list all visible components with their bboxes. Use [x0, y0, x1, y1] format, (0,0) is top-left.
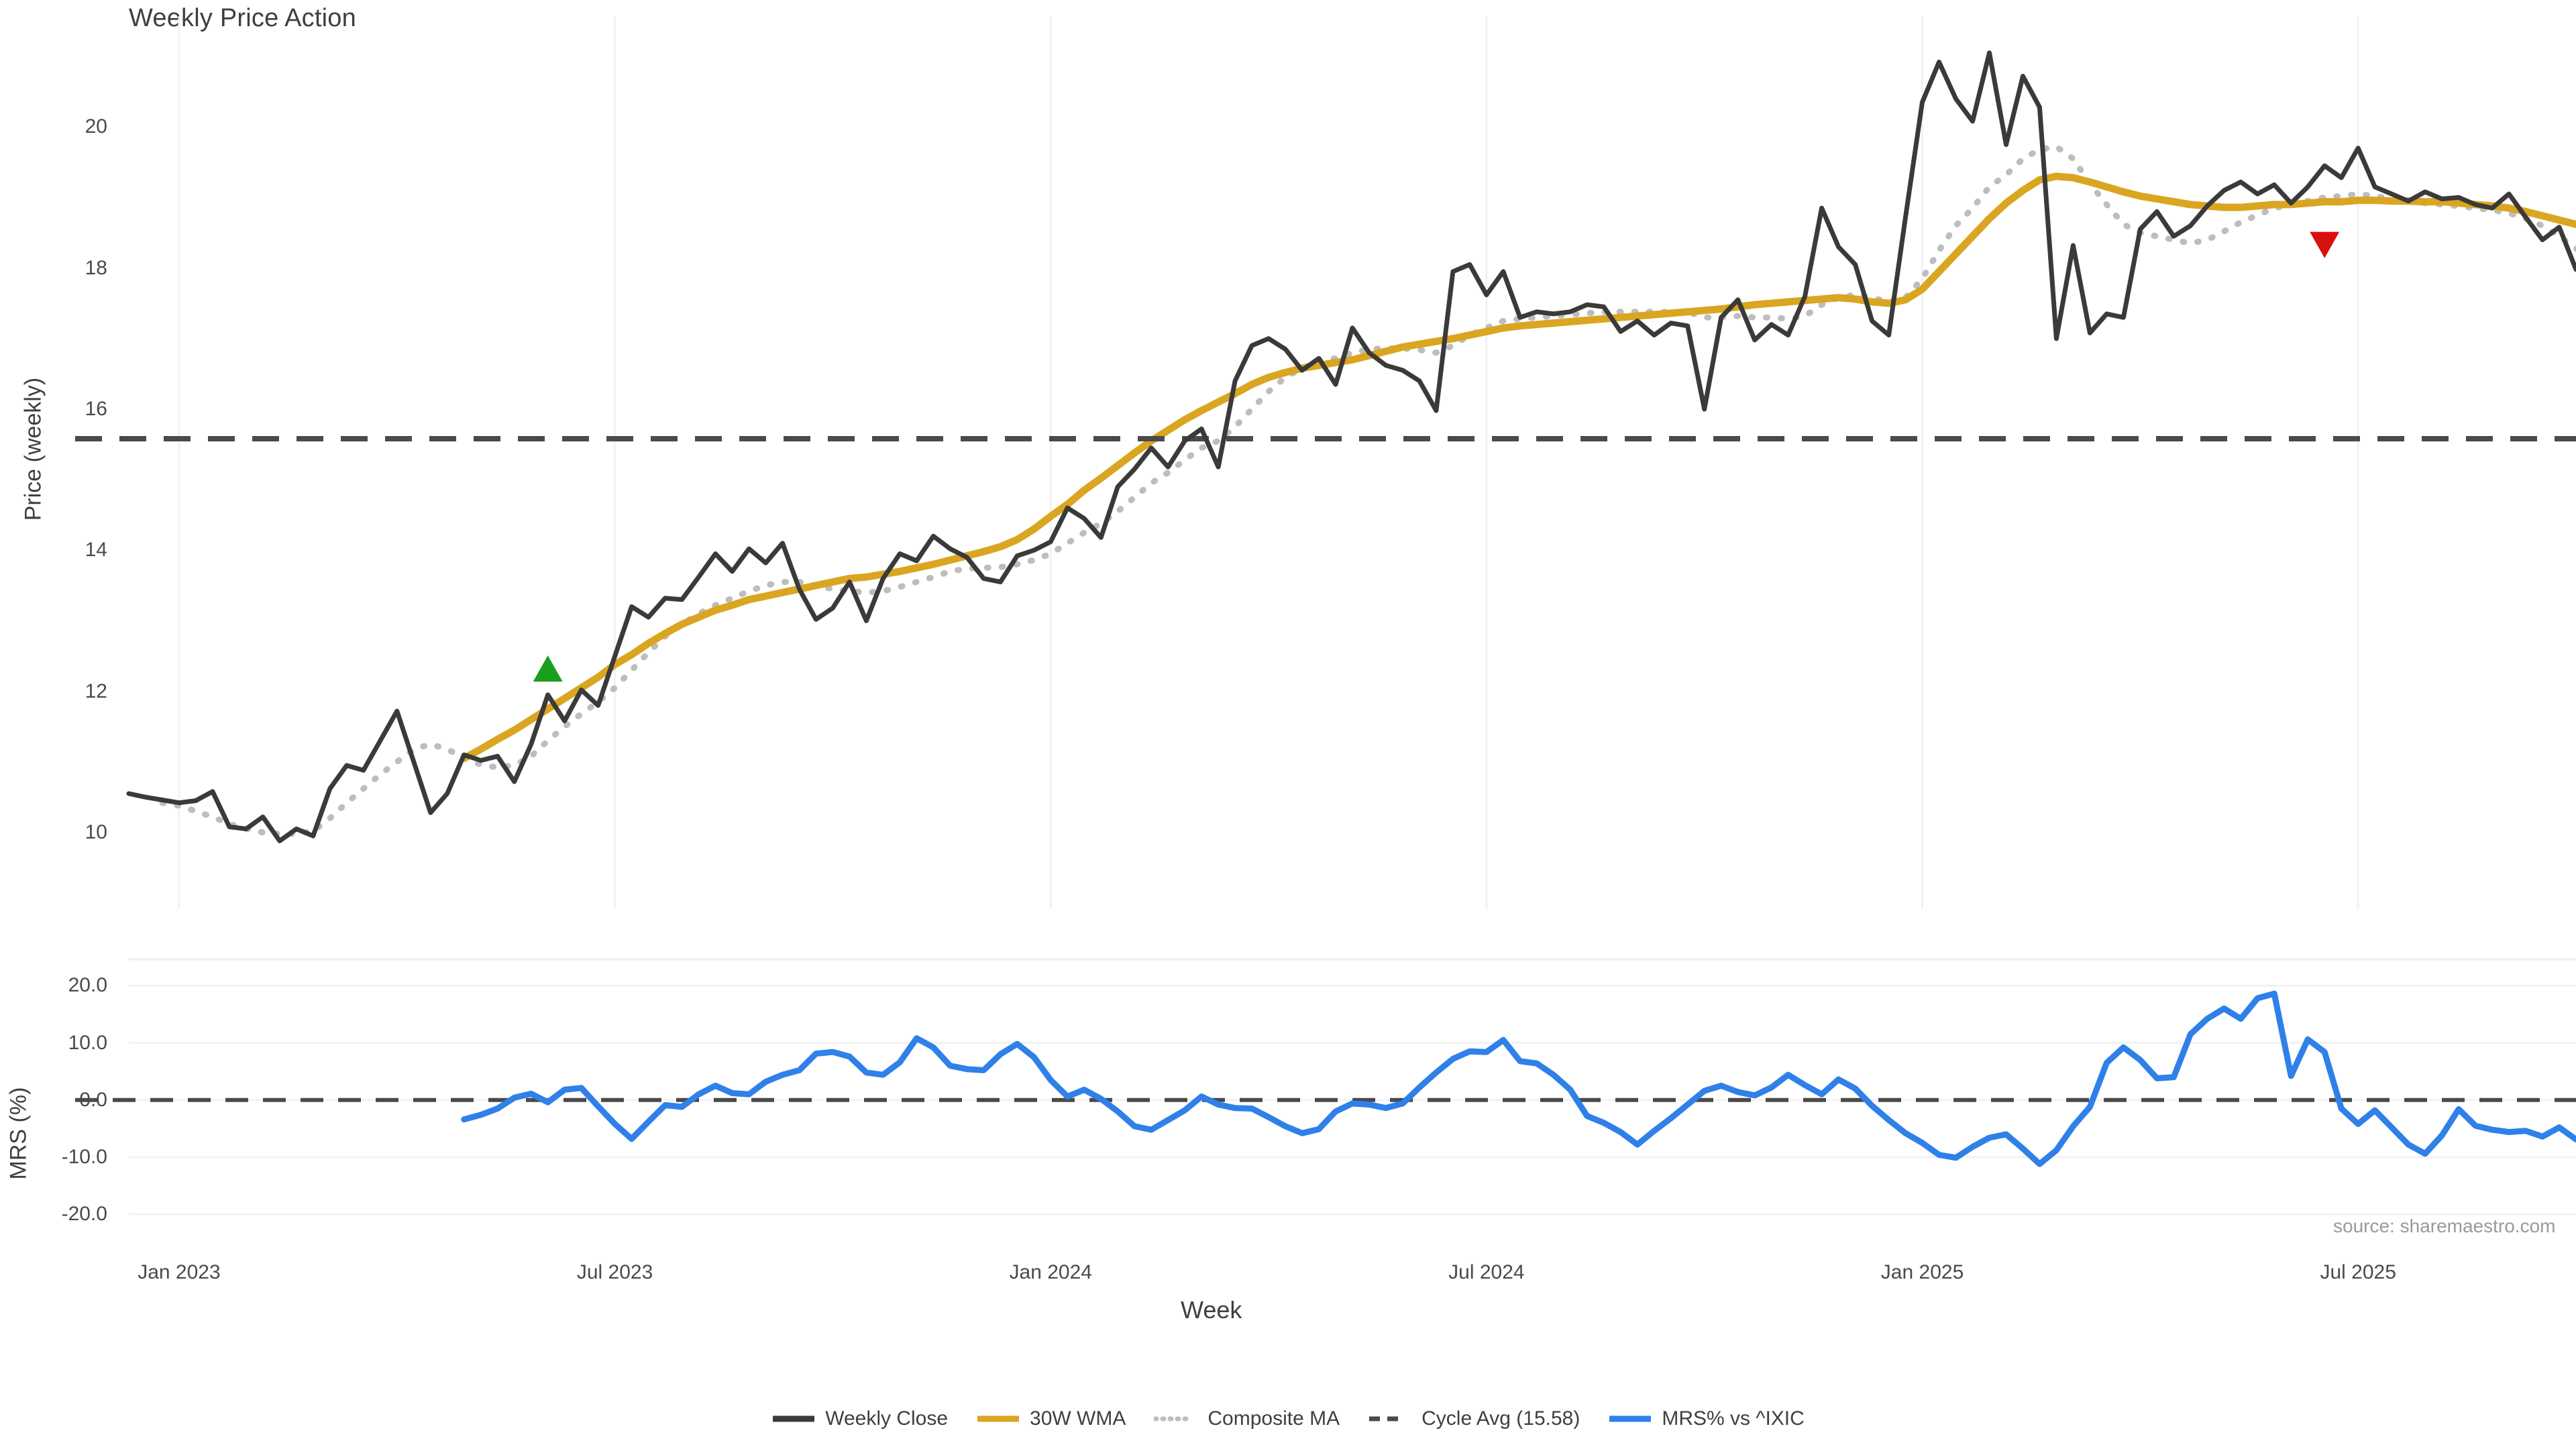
price-y-tick: 18	[85, 256, 107, 279]
legend-label: Weekly Close	[825, 1407, 949, 1430]
legend-label: 30W WMA	[1030, 1407, 1126, 1430]
price-y-tick: 14	[85, 539, 107, 561]
x-tick: Jan 2025	[1880, 1261, 1964, 1283]
chart-title: Weekly Price Action	[129, 4, 356, 32]
sell-signal-marker	[2310, 231, 2340, 258]
buy-signal-marker	[533, 655, 563, 682]
chart-legend: Weekly Close 30W WMA Composite MA Cycle Avg…	[0, 1407, 2576, 1430]
price-y-tick: 20	[85, 115, 107, 138]
legend-swatch-icon	[1154, 1411, 1198, 1426]
legend-item-0[interactable]: Weekly Close	[771, 1407, 948, 1430]
x-axis-label: Week	[1181, 1296, 1242, 1324]
legend-label: Cycle Avg (15.58)	[1421, 1407, 1580, 1430]
composite-ma-line	[159, 144, 2576, 837]
price-y-tick: 10	[85, 820, 107, 843]
price-y-tick: 12	[85, 680, 107, 702]
legend-item-4[interactable]: MRS% vs ^IXIC	[1608, 1407, 1805, 1430]
legend-swatch-icon	[1608, 1411, 1652, 1426]
mrs-line	[461, 990, 2576, 1167]
legend-swatch-icon	[976, 1411, 1020, 1426]
x-tick: Jan 2023	[138, 1261, 221, 1283]
x-tick: Jul 2023	[576, 1261, 653, 1283]
x-tick: Jul 2024	[1448, 1261, 1525, 1283]
legend-swatch-icon	[771, 1411, 816, 1426]
weekly-close-line	[126, 50, 2576, 843]
mrs-y-tick: -20.0	[61, 1203, 107, 1226]
legend-item-3[interactable]: Cycle Avg (15.58)	[1368, 1407, 1580, 1430]
legend-item-1[interactable]: 30W WMA	[976, 1407, 1126, 1430]
legend-label: MRS% vs ^IXIC	[1662, 1407, 1805, 1430]
legend-swatch-icon	[1368, 1411, 1412, 1426]
mrs-y-tick: 20.0	[68, 974, 107, 997]
x-tick: Jan 2024	[1009, 1261, 1092, 1283]
legend-label: Composite MA	[1208, 1407, 1340, 1430]
wma30-line	[460, 172, 2576, 762]
legend-item-2[interactable]: Composite MA	[1154, 1407, 1340, 1430]
x-tick: Jul 2025	[2320, 1261, 2396, 1283]
source-watermark: source: sharemaestro.com	[2333, 1216, 2556, 1236]
price-y-tick: 16	[85, 397, 107, 420]
mrs-y-tick: -10.0	[61, 1145, 107, 1168]
mrs-y-tick: 10.0	[68, 1031, 107, 1054]
